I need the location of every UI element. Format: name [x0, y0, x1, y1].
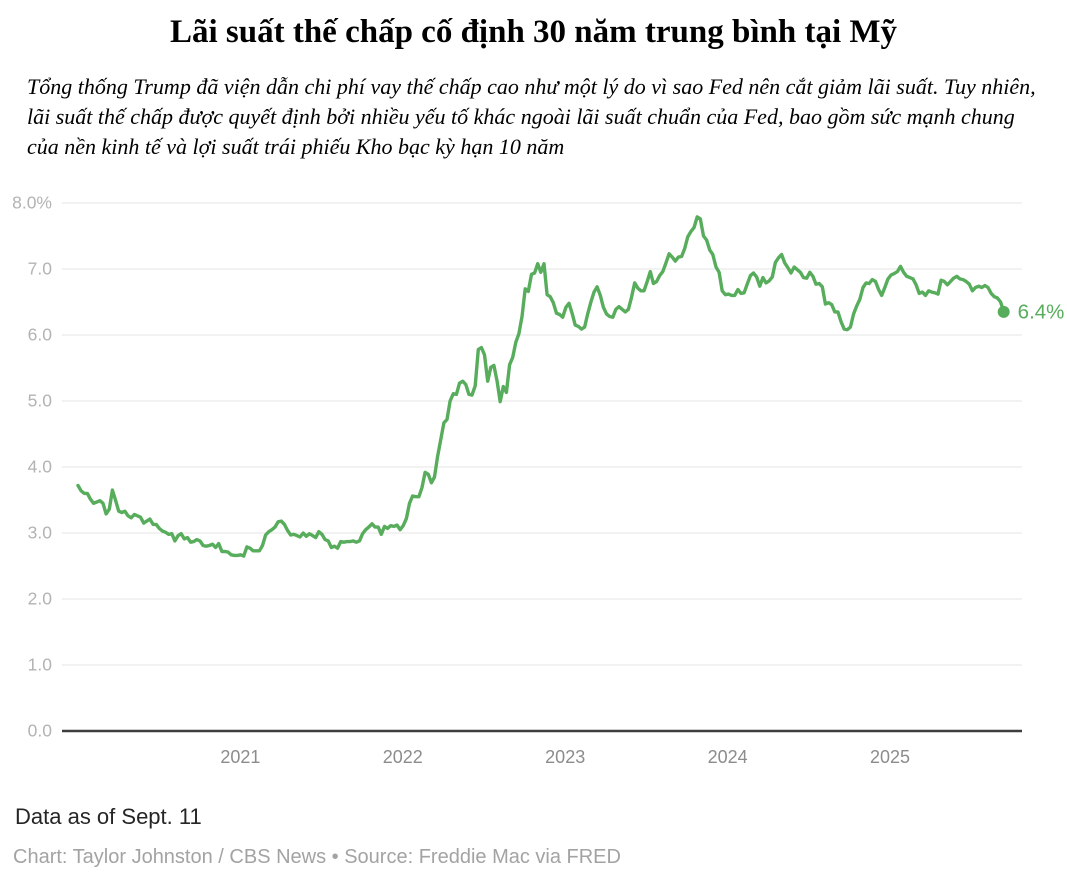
y-axis-label: 5.0	[28, 391, 53, 411]
y-axis-label: 6.0	[28, 325, 53, 345]
y-axis-label: 1.0	[28, 655, 53, 675]
chart-canvas: 8.0% 7.0 6.0 5.0 4.0 3.0 2.0 1.0 0.0 2021 2022 2023…	[12, 193, 1065, 767]
x-axis-label: 2023	[545, 747, 585, 767]
y-axis-label: 4.0	[28, 457, 53, 477]
chart-source-credit: Chart: Taylor Johnston / CBS News • Sour…	[13, 846, 621, 868]
data-as-of-note: Data as of Sept. 11	[15, 804, 202, 829]
y-axis-label: 2.0	[28, 589, 53, 609]
y-axis-label: 3.0	[28, 523, 53, 543]
end-point-marker	[997, 305, 1010, 318]
rate-line	[76, 215, 1006, 558]
y-axis-label: 0.0	[28, 721, 53, 741]
mortgage-rate-line-chart: 8.0% 7.0 6.0 5.0 4.0 3.0 2.0 1.0 0.0 2021 2022 2023…	[0, 185, 1067, 775]
y-axis-label: 8.0%	[12, 193, 52, 213]
chart-subtitle: Tổng thống Trump đã viện dẫn chi phí vay…	[27, 74, 1036, 159]
x-axis-label: 2021	[220, 747, 260, 767]
y-axis-label: 7.0	[28, 259, 53, 279]
end-point-label: 6.4%	[1018, 300, 1065, 323]
x-axis-label: 2022	[383, 747, 423, 767]
x-axis-label: 2024	[708, 747, 748, 767]
x-axis-label: 2025	[870, 747, 910, 767]
chart-title: Lãi suất thế chấp cố định 30 năm trung b…	[169, 14, 898, 50]
